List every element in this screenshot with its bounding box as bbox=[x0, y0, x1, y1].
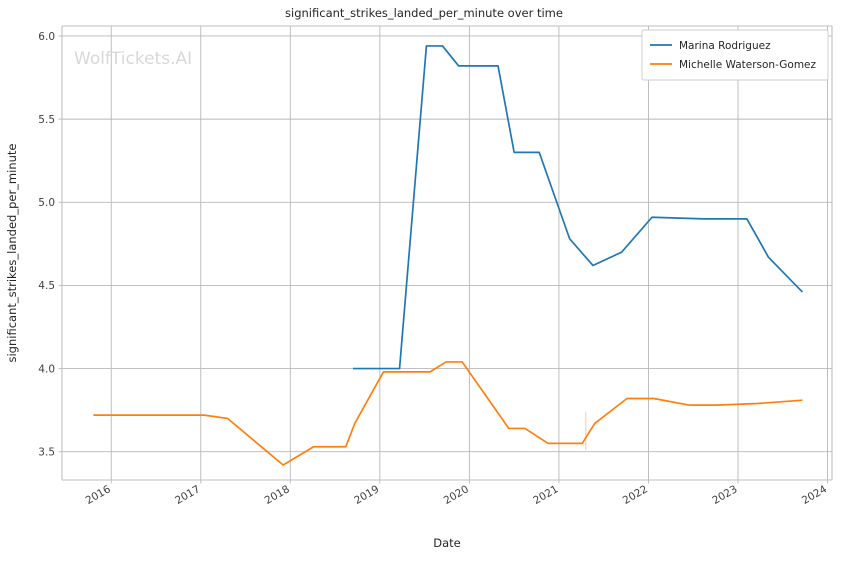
legend-label-1[interactable]: Michelle Waterson-Gomez bbox=[679, 59, 817, 71]
y-tick-label: 6.0 bbox=[38, 31, 55, 43]
x-tick-label: 2023 bbox=[710, 483, 739, 507]
plot-background bbox=[62, 26, 832, 480]
chart-title: significant_strikes_landed_per_minute ov… bbox=[285, 6, 563, 20]
y-axis-ticks: 3.5 4.0 4.5 5.0 5.5 6.0 bbox=[38, 31, 62, 459]
series-line-1 bbox=[93, 361, 803, 466]
x-axis-ticks: 2016 2017 2018 2019 2020 2021 2022 2023 2024 bbox=[84, 480, 829, 507]
y-tick-label: 5.0 bbox=[38, 197, 55, 209]
x-tick-label: 2016 bbox=[84, 483, 113, 507]
x-tick-label: 2024 bbox=[800, 483, 829, 507]
watermark-label: WolfTickets.AI bbox=[74, 49, 192, 69]
y-tick-label: 3.5 bbox=[38, 447, 55, 459]
y-tick-label: 5.5 bbox=[38, 114, 55, 126]
x-tick-label: 2017 bbox=[173, 483, 202, 507]
x-tick-label: 2020 bbox=[442, 483, 471, 507]
chart-legend[interactable]: Marina Rodriguez Michelle Waterson-Gomez bbox=[641, 29, 829, 81]
x-tick-label: 2021 bbox=[531, 483, 560, 507]
x-tick-label: 2022 bbox=[621, 483, 650, 507]
x-tick-label: 2018 bbox=[263, 483, 292, 507]
series-layer bbox=[93, 45, 804, 466]
grid-layer bbox=[62, 26, 832, 480]
legend-background bbox=[641, 29, 829, 81]
legend-label-0[interactable]: Marina Rodriguez bbox=[679, 40, 771, 52]
axis-spines bbox=[61, 25, 833, 481]
series-line-0 bbox=[352, 45, 804, 370]
x-axis-label: Date bbox=[433, 536, 461, 550]
y-tick-label: 4.5 bbox=[38, 280, 55, 292]
x-tick-label: 2019 bbox=[352, 483, 381, 507]
y-tick-label: 4.0 bbox=[38, 363, 55, 375]
y-axis-label: significant_strikes_landed_per_minute bbox=[5, 144, 19, 363]
